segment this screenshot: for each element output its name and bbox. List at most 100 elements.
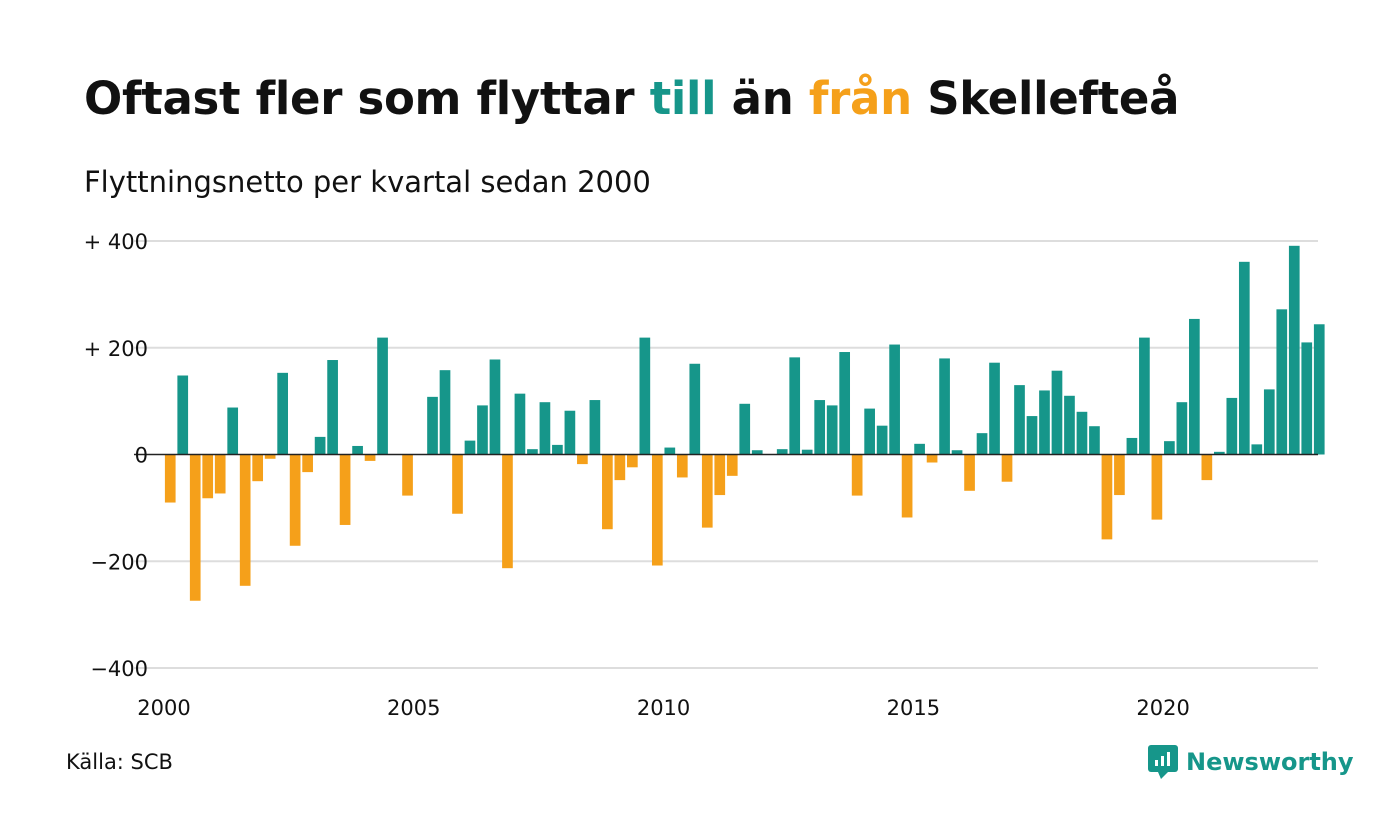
x-tick-label: 2005	[387, 696, 440, 720]
bar	[427, 396, 438, 455]
bar	[1313, 324, 1325, 455]
bar	[1114, 454, 1125, 496]
bar	[327, 360, 338, 455]
bar	[964, 454, 975, 491]
bar	[1051, 370, 1063, 455]
bar	[552, 444, 563, 455]
bar	[676, 454, 688, 478]
y-tick-label: 0	[135, 444, 148, 468]
x-axis-labels: 2000 2005 2010 2015 2020	[137, 696, 1190, 720]
bar	[901, 454, 913, 518]
bar	[1151, 454, 1163, 520]
bar	[189, 454, 201, 601]
bar	[1089, 426, 1100, 455]
bar	[1238, 261, 1250, 455]
x-tick-label: 2000	[137, 696, 190, 720]
bar	[439, 370, 451, 455]
y-tick-label: + 400	[84, 230, 148, 254]
chart-subtitle: Flyttningsnetto per kvartal sedan 2000	[84, 165, 651, 199]
newsworthy-logo-icon	[1148, 745, 1178, 779]
bar	[739, 403, 751, 455]
bar	[1189, 318, 1200, 455]
source-label: Källa: SCB	[66, 750, 173, 774]
bar	[177, 375, 189, 455]
newsworthy-logo: Newsworthy	[1148, 745, 1354, 779]
bar	[452, 454, 463, 514]
bar	[289, 454, 301, 546]
x-tick-label: 2010	[637, 696, 690, 720]
bar	[589, 400, 601, 455]
x-tick-label: 2015	[887, 696, 940, 720]
bar	[839, 352, 851, 455]
bar	[489, 359, 501, 455]
bar	[164, 454, 176, 503]
bar	[464, 440, 476, 455]
bar	[751, 450, 763, 455]
bar	[826, 405, 838, 455]
bar	[939, 358, 950, 455]
bar	[214, 454, 226, 494]
bar	[876, 425, 888, 455]
title-fran: från	[808, 72, 912, 125]
bar	[889, 344, 900, 455]
bar	[614, 454, 626, 481]
bar	[477, 405, 488, 455]
title-till: till	[649, 72, 717, 125]
bar	[514, 393, 526, 455]
bar	[1039, 390, 1050, 455]
bar	[1126, 437, 1138, 455]
y-axis-labels: + 400 + 200 0 −200 −400	[84, 230, 148, 681]
bar	[239, 454, 251, 586]
bar	[1288, 245, 1300, 455]
bar	[714, 454, 726, 496]
bar	[1276, 309, 1288, 455]
bar	[1201, 454, 1213, 481]
bar	[1064, 395, 1075, 455]
bar	[1301, 342, 1313, 455]
title-part-1: Oftast fler som flyttar	[84, 72, 650, 125]
bar	[602, 454, 613, 530]
bar	[776, 449, 788, 455]
bar	[989, 362, 1000, 455]
bar	[701, 454, 713, 528]
bar	[926, 454, 938, 463]
y-tick-label: −200	[90, 550, 148, 574]
logo-text: Newsworthy	[1186, 748, 1354, 776]
bar	[527, 449, 538, 455]
bar	[352, 445, 363, 455]
bar	[689, 363, 701, 455]
bar	[626, 454, 638, 468]
bar	[1101, 454, 1113, 540]
bars	[134, 245, 1325, 601]
bar	[252, 454, 264, 482]
bar	[726, 454, 738, 476]
chart-title: Oftast fler som flyttar till än från Ske…	[84, 72, 1179, 125]
bar	[1001, 454, 1013, 482]
bar	[339, 454, 351, 525]
bar	[801, 449, 813, 455]
y-tick-label: −400	[90, 657, 148, 681]
bar	[564, 410, 576, 455]
bar	[277, 372, 288, 455]
bar	[539, 402, 551, 455]
bar	[402, 454, 413, 496]
bar	[1213, 451, 1225, 455]
bar	[264, 454, 276, 459]
bar	[789, 357, 801, 455]
bar	[864, 408, 875, 455]
bar	[1014, 385, 1025, 455]
x-tick-label: 2020	[1136, 696, 1189, 720]
bar	[302, 454, 313, 473]
bar	[1176, 402, 1188, 455]
bar	[1139, 337, 1150, 455]
bar	[227, 407, 239, 455]
bar	[202, 454, 214, 499]
bar	[976, 433, 988, 455]
bar	[314, 436, 326, 455]
grid-lines	[134, 240, 1318, 669]
bar	[577, 454, 588, 465]
bar	[1026, 416, 1038, 455]
title-part-5: Skellefteå	[911, 72, 1180, 125]
bar	[1251, 444, 1263, 455]
